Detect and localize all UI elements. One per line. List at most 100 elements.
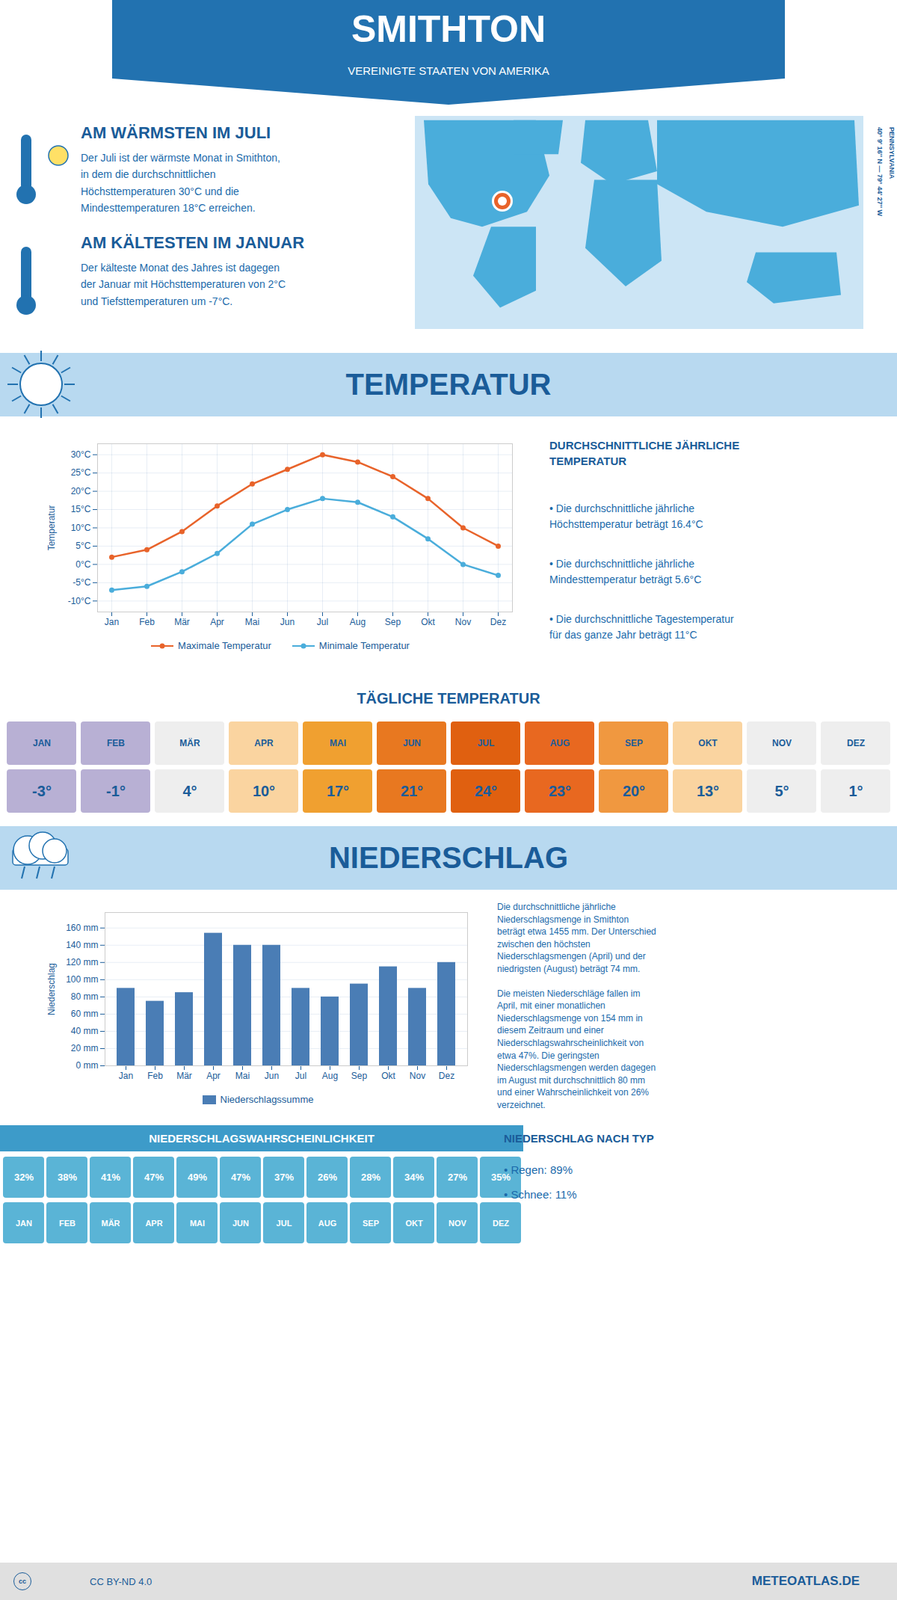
svg-text:41%: 41% xyxy=(100,1171,121,1183)
html-text:Der Juli ist der wärmste Monat: Der Juli ist der wärmste Monat in Smitht… xyxy=(80,151,281,214)
svg-text:Okt: Okt xyxy=(381,1070,396,1081)
svg-text:MÄR: MÄR xyxy=(100,1218,120,1228)
svg-text:JAN: JAN xyxy=(15,1218,33,1228)
svg-text:Sep: Sep xyxy=(384,616,402,628)
svg-text:SEP: SEP xyxy=(362,1218,379,1228)
svg-text:NOV: NOV xyxy=(448,1218,468,1228)
svg-text:60 mm: 60 mm xyxy=(71,1008,99,1019)
svg-text:32%: 32% xyxy=(14,1171,34,1183)
svg-text:Jul: Jul xyxy=(316,616,329,628)
svg-text:FEB: FEB xyxy=(59,1218,76,1228)
svg-text:17°: 17° xyxy=(326,782,350,800)
html-text:TEMPERATUR: TEMPERATUR xyxy=(345,367,552,401)
svg-text:30°C: 30°C xyxy=(71,449,92,460)
svg-text:34%: 34% xyxy=(404,1171,424,1183)
svg-text:JUL: JUL xyxy=(276,1218,293,1228)
svg-text:DEZ: DEZ xyxy=(846,737,865,749)
html-text:Die durchschnittliche jährlich: Die durchschnittliche jährliche Niedersc… xyxy=(497,901,657,1110)
html-text:DURCHSCHNITTLICHE JÄHRLICHE TE: DURCHSCHNITTLICHE JÄHRLICHE TEMPERATUR xyxy=(549,438,740,468)
svg-text:100 mm: 100 mm xyxy=(65,973,98,985)
svg-text:Feb: Feb xyxy=(139,616,155,628)
svg-text:0°C: 0°C xyxy=(75,559,91,570)
svg-text:24°: 24° xyxy=(474,782,498,800)
svg-text:47%: 47% xyxy=(230,1171,251,1183)
svg-text:JAN: JAN xyxy=(32,737,51,749)
svg-text:-1°: -1° xyxy=(106,782,126,800)
svg-text:NOV: NOV xyxy=(772,737,792,749)
svg-text:Aug: Aug xyxy=(349,616,366,628)
svg-text:JUL: JUL xyxy=(477,737,495,749)
svg-text:Nov: Nov xyxy=(455,616,471,628)
svg-text:Aug: Aug xyxy=(322,1070,338,1081)
svg-text:OKT: OKT xyxy=(405,1218,424,1228)
svg-text:FEB: FEB xyxy=(106,737,125,749)
svg-text:Apr: Apr xyxy=(210,616,225,628)
svg-text:47%: 47% xyxy=(144,1171,164,1183)
svg-text:-3°: -3° xyxy=(32,782,52,800)
html-text:Der kälteste Monat des Jahres: Der kälteste Monat des Jahres ist dagege… xyxy=(80,261,286,308)
svg-text:27%: 27% xyxy=(447,1171,468,1183)
svg-text:Jan: Jan xyxy=(118,1070,134,1081)
svg-text:26%: 26% xyxy=(317,1171,338,1183)
svg-text:AUG: AUG xyxy=(550,737,571,749)
svg-text:0 mm: 0 mm xyxy=(76,1059,99,1071)
svg-text:15°C: 15°C xyxy=(71,503,92,515)
svg-text:Mär: Mär xyxy=(176,1070,193,1081)
svg-text:140 mm: 140 mm xyxy=(65,939,98,951)
svg-text:Dez: Dez xyxy=(490,616,507,628)
svg-text:40 mm: 40 mm xyxy=(71,1025,99,1037)
svg-text:Mai: Mai xyxy=(235,1070,250,1081)
svg-text:Mär: Mär xyxy=(174,616,190,628)
svg-text:20 mm: 20 mm xyxy=(71,1042,99,1054)
svg-text:Niederschlag: Niederschlag xyxy=(46,962,57,1016)
svg-text:37%: 37% xyxy=(274,1171,294,1183)
svg-text:28%: 28% xyxy=(361,1171,381,1183)
svg-text:AUG: AUG xyxy=(318,1218,337,1228)
svg-text:20°C: 20°C xyxy=(71,485,92,497)
svg-text:4°: 4° xyxy=(182,782,197,800)
svg-text:Mai: Mai xyxy=(245,616,260,628)
svg-text:APR: APR xyxy=(145,1218,163,1228)
html-text:NIEDERSCHLAG: NIEDERSCHLAG xyxy=(328,840,569,874)
svg-text:JUN: JUN xyxy=(402,737,421,749)
svg-text:MAI: MAI xyxy=(329,737,347,749)
svg-text:80 mm: 80 mm xyxy=(71,991,99,1002)
svg-text:Dez: Dez xyxy=(438,1070,455,1081)
svg-text:5°C: 5°C xyxy=(75,540,91,551)
html-text:SMITHTON: SMITHTON xyxy=(351,8,546,51)
svg-text:-10°C: -10°C xyxy=(68,595,92,607)
svg-text:5°: 5° xyxy=(774,782,789,800)
svg-text:APR: APR xyxy=(254,737,274,749)
svg-text:MAI: MAI xyxy=(189,1218,205,1228)
svg-text:10°C: 10°C xyxy=(71,522,92,533)
svg-text:Jun: Jun xyxy=(280,616,295,628)
svg-text:Apr: Apr xyxy=(206,1070,221,1081)
svg-text:25°C: 25°C xyxy=(71,467,92,478)
svg-text:Jun: Jun xyxy=(264,1070,279,1081)
svg-text:Feb: Feb xyxy=(147,1070,163,1081)
svg-text:Jul: Jul xyxy=(295,1070,307,1081)
svg-text:160 mm: 160 mm xyxy=(65,922,98,933)
html-text:• Die durchschnittliche jährli: • Die durchschnittliche jährliche Mindes… xyxy=(549,557,702,586)
svg-text:49%: 49% xyxy=(187,1171,208,1183)
svg-text:120 mm: 120 mm xyxy=(65,956,98,968)
svg-text:DEZ: DEZ xyxy=(492,1218,510,1228)
svg-text:Nov: Nov xyxy=(409,1070,426,1081)
svg-text:Sep: Sep xyxy=(351,1070,368,1081)
svg-text:1°: 1° xyxy=(848,782,863,800)
svg-text:38%: 38% xyxy=(57,1171,77,1183)
svg-text:-5°C: -5°C xyxy=(72,577,91,588)
svg-text:10°: 10° xyxy=(252,782,276,800)
svg-text:Okt: Okt xyxy=(420,616,436,628)
svg-text:OKT: OKT xyxy=(698,737,718,749)
svg-text:13°: 13° xyxy=(696,782,720,800)
svg-text:Temperatur: Temperatur xyxy=(46,505,57,551)
svg-text:Jan: Jan xyxy=(104,616,119,628)
svg-text:SEP: SEP xyxy=(624,737,643,749)
svg-text:21°: 21° xyxy=(400,782,424,800)
html-text:• Regen: 89% • Schnee: 11%: • Regen: 89% • Schnee: 11% xyxy=(503,1163,577,1201)
svg-text:20°: 20° xyxy=(622,782,646,800)
svg-text:JUN: JUN xyxy=(232,1218,249,1228)
svg-text:MÄR: MÄR xyxy=(179,737,201,749)
svg-text:23°: 23° xyxy=(548,782,572,800)
